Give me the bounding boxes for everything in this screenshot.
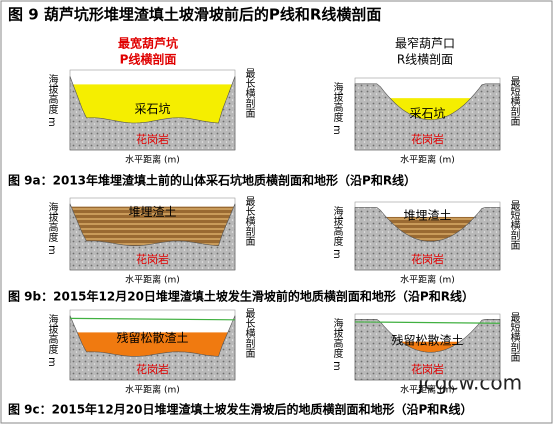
rock-label: 花岗岩 xyxy=(411,362,444,376)
fill-label: 采石坑 xyxy=(409,106,445,121)
x-axis-label: 水平距离 (m) xyxy=(125,274,180,286)
caption: 图 9a：2013年堆埋渣填土前的山体采石坑地质横剖面和地形（沿P和R线） xyxy=(8,173,416,188)
side-label: 最长横剖面 xyxy=(243,68,255,119)
side-label: 最长横剖面 xyxy=(243,308,255,359)
bedrock xyxy=(354,207,501,271)
side-label: 最短横剖面 xyxy=(508,76,520,127)
bedrock xyxy=(69,203,236,271)
original-surface xyxy=(69,317,236,321)
side-label: 最长横剖面 xyxy=(243,196,255,247)
bedrock xyxy=(69,76,236,151)
fill-label: 堆埋渣土 xyxy=(403,209,451,223)
rock-label: 花岗岩 xyxy=(136,132,169,146)
bedrock xyxy=(354,83,501,151)
y-axis-label: 海拔高度 m xyxy=(46,73,58,127)
fill-label: 残留松散渣土 xyxy=(116,330,188,345)
y-axis-label: 海拔高度 m xyxy=(46,313,58,367)
column-title: 最窄葫芦口 xyxy=(395,36,455,51)
column-title: R线横剖面 xyxy=(397,53,453,67)
caption: 图 9b：2015年12月20日堆埋渣填土坡发生滑坡前的地质横剖面和地形（沿P和… xyxy=(8,289,474,304)
y-axis-label: 海拔高度 m xyxy=(46,201,58,255)
title: 图 9 葫芦坑形堆埋渣填土坡滑坡前后的P线和R线横剖面 xyxy=(8,6,381,24)
y-axis-label: 海拔高度 m xyxy=(331,317,343,371)
rock-label: 花岗岩 xyxy=(136,362,169,376)
fill-label: 堆埋渣土 xyxy=(128,205,176,219)
rock-label: 花岗岩 xyxy=(411,252,444,266)
fill-label: 残留松散渣土 xyxy=(391,333,463,348)
x-axis-label: 水平距离 (m) xyxy=(400,274,455,286)
y-axis-label: 海拔高度 m xyxy=(331,81,343,135)
x-axis-label: 水平距离 (m) xyxy=(125,384,180,396)
original-surface xyxy=(354,321,501,324)
rock-label: 花岗岩 xyxy=(411,132,444,146)
y-axis-label: 海拔高度 m xyxy=(331,205,343,259)
rock-label: 花岗岩 xyxy=(136,252,169,266)
side-label: 最短横剖面 xyxy=(508,312,520,363)
side-label: 最短横剖面 xyxy=(508,200,520,251)
caption: 图 9c：2015年12月20日堆埋渣填土坡发生滑坡后的地质横剖面和地形（沿P和… xyxy=(8,402,472,417)
x-axis-label: 水平距离 (m) xyxy=(400,154,455,166)
column-title: P线横剖面 xyxy=(120,52,177,67)
x-axis-label: 水平距离 (m) xyxy=(400,384,455,396)
column-title: 最宽葫芦坑 xyxy=(118,36,178,51)
fill-label: 采石坑 xyxy=(134,101,170,116)
bedrock xyxy=(69,315,236,381)
x-axis-label: 水平距离 (m) xyxy=(125,154,180,166)
